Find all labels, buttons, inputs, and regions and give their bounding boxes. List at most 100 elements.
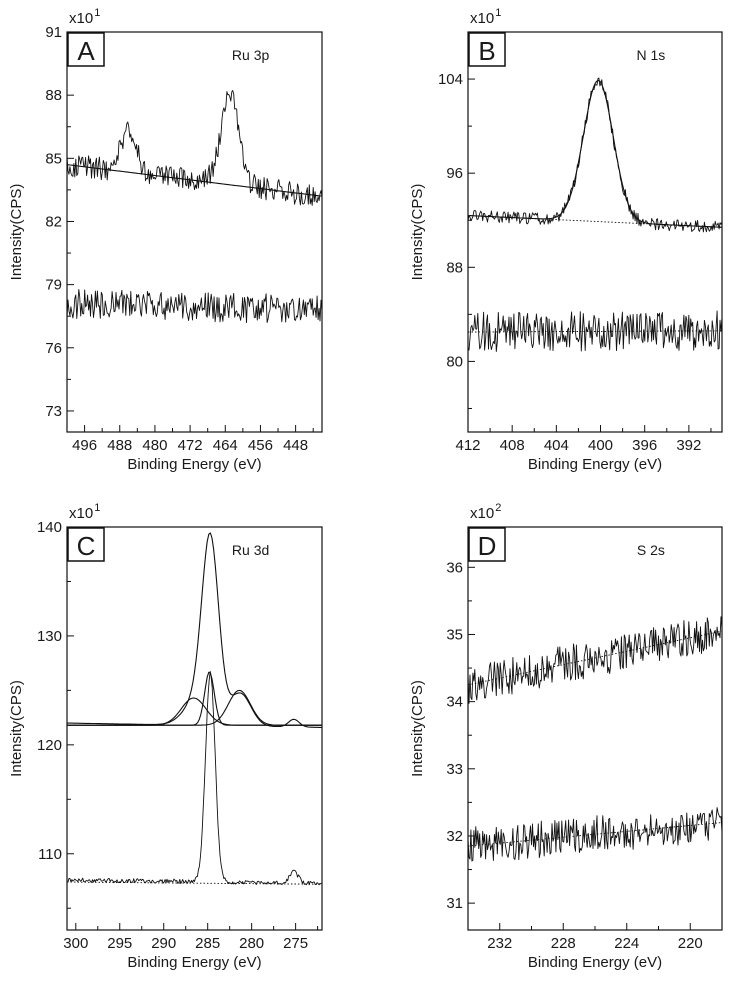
x-tick-label: 300 [63, 935, 88, 952]
panel-A: 496 488 480 472 464 456 448 73 76 79 82 85 88 91 Bindi… [8, 7, 323, 473]
panel-badge-label: A [77, 36, 95, 66]
x-tick-label: 448 [283, 437, 308, 454]
y-tick-label: 32 [446, 828, 463, 845]
panel-badge-label: D [478, 531, 497, 561]
series-upper-component-2 [67, 689, 322, 726]
y-axis-title: Intensity(CPS) [8, 184, 25, 281]
x-tick-label: 285 [195, 935, 220, 952]
series-upper-spectrum [67, 90, 322, 206]
y-tick-label: 88 [45, 87, 62, 104]
y-tick-label: 96 [446, 165, 463, 182]
panel-badge-label: B [478, 36, 495, 66]
y-tick-label: 82 [45, 213, 62, 230]
series-upper-background [67, 164, 322, 197]
axis-multiplier-exponent: 2 [495, 502, 501, 514]
y-tick-label: 104 [438, 71, 463, 88]
plot-frame [467, 31, 723, 433]
y-tick-label: 110 [38, 846, 62, 863]
x-tick-label: 228 [551, 935, 576, 952]
x-tick-label: 408 [500, 437, 525, 454]
series-group [67, 90, 322, 324]
axis-multiplier: x10 [470, 505, 494, 522]
x-tick-label: 290 [151, 935, 176, 952]
panel-C: 300 295 290 285 280 275 110 120 130 140 Binding En… [8, 502, 323, 971]
x-tick-label: 232 [487, 935, 512, 952]
series-group [67, 532, 322, 886]
y-tick-label: 76 [45, 340, 62, 357]
plot-frame [467, 526, 723, 931]
x-axis-title: Binding Energy (eV) [528, 456, 662, 473]
y-tick-label: 33 [446, 761, 463, 778]
y-tick-label: 36 [446, 559, 463, 576]
axis-multiplier: x10 [69, 505, 93, 522]
y-tick-label: 91 [45, 24, 62, 41]
panel-badge-box [67, 32, 105, 67]
panel-B: 412 408 404 400 396 392 80 88 96 104 Binding Energ… [409, 7, 723, 473]
panel-badge-label: C [77, 531, 96, 561]
x-tick-label: 275 [283, 935, 308, 952]
panel-badge-box [468, 527, 506, 562]
series-lower-spectrum [468, 807, 722, 862]
x-tick-label: 472 [178, 437, 203, 454]
series-upper-envelope [67, 532, 322, 728]
x-tick-label: 220 [678, 935, 703, 952]
y-tick-label: 35 [446, 626, 463, 643]
panel-badge-box [468, 32, 506, 67]
series-lower-fit [468, 822, 722, 847]
spectrum-annotation: N 1s [636, 47, 665, 63]
spectrum-annotation: Ru 3p [232, 47, 270, 63]
axis-multiplier-exponent: 1 [94, 502, 100, 514]
y-tick-label: 34 [446, 694, 463, 711]
x-tick-label: 295 [107, 935, 132, 952]
y-tick-label: 80 [446, 353, 463, 370]
y-axis-title: Intensity(CPS) [409, 184, 426, 281]
series-upper-spectrum [468, 616, 722, 704]
x-tick-label: 404 [544, 437, 569, 454]
x-tick-label: 280 [239, 935, 264, 952]
series-upper-component-3 [67, 671, 322, 726]
series-lower-spectrum [468, 310, 722, 352]
panels-layer: 496 488 480 472 464 456 448 73 76 79 82 85 88 91 Bindi… [8, 7, 723, 971]
y-axis-title: Intensity(CPS) [409, 680, 426, 777]
series-group [468, 77, 722, 352]
spectrum-annotation: S 2s [637, 542, 665, 558]
x-tick-label: 488 [107, 437, 132, 454]
y-tick-label: 79 [45, 277, 62, 294]
x-axis-title: Binding Energy (eV) [127, 954, 261, 971]
series-upper-spectrum [468, 77, 722, 233]
x-tick-label: 396 [632, 437, 657, 454]
series-upper-background [468, 215, 722, 228]
series-upper-component-1 [67, 697, 322, 726]
x-tick-label: 392 [676, 437, 701, 454]
x-tick-label: 412 [455, 437, 480, 454]
panel-D: 232 228 224 220 31 32 33 34 35 36 Binding Energy (… [409, 502, 723, 971]
series-lower-background [67, 881, 322, 885]
y-tick-label: 85 [45, 150, 62, 167]
y-tick-label: 130 [37, 628, 62, 645]
spectrum-annotation: Ru 3d [232, 542, 269, 558]
x-axis-title: Binding Energy (eV) [528, 954, 662, 971]
x-tick-label: 400 [588, 437, 613, 454]
axis-multiplier: x10 [470, 10, 494, 27]
series-lower-spectrum [67, 670, 322, 886]
plot-frame [66, 31, 323, 433]
axis-multiplier-exponent: 1 [495, 7, 501, 19]
panel-badge-box [67, 527, 105, 562]
y-tick-label: 88 [446, 259, 463, 276]
axis-multiplier-exponent: 1 [94, 7, 100, 19]
y-tick-label: 120 [37, 737, 62, 754]
series-lower-spectrum [67, 289, 322, 324]
y-axis-title: Intensity(CPS) [8, 680, 25, 777]
series-lower-fit [468, 330, 722, 333]
series-upper-fit [468, 630, 722, 686]
series-upper-fit [468, 79, 722, 228]
axis-multiplier: x10 [69, 10, 93, 27]
x-axis-title: Binding Energy (eV) [127, 456, 261, 473]
y-tick-label: 73 [45, 403, 62, 420]
x-tick-label: 464 [213, 437, 238, 454]
x-tick-label: 480 [142, 437, 167, 454]
x-tick-label: 496 [72, 437, 97, 454]
x-tick-label: 456 [248, 437, 273, 454]
x-tick-label: 224 [614, 935, 639, 952]
